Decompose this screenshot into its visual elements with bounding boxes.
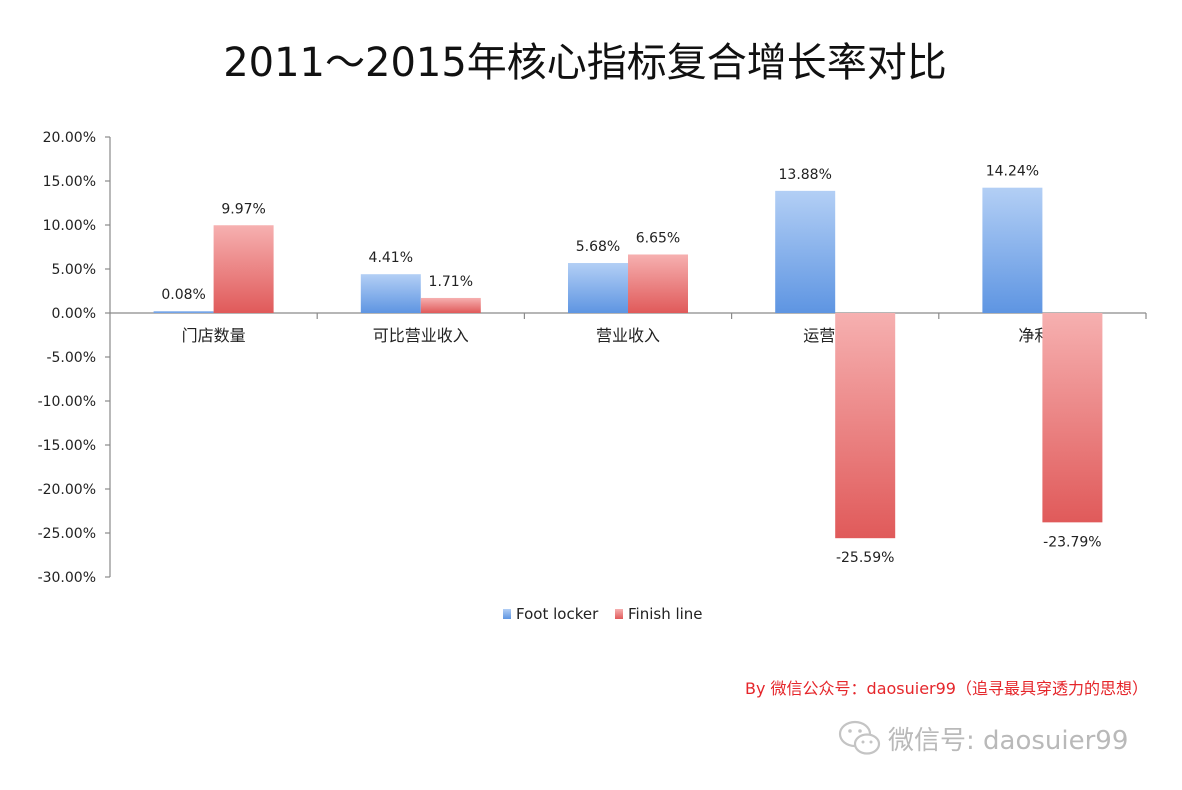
y-tick-label: -20.00% — [38, 482, 96, 498]
category-label: 可比营业收入 — [373, 326, 469, 345]
watermark-text: 微信号: daosuier99 — [888, 725, 1129, 756]
legend-swatch-finish-line — [615, 609, 623, 619]
chart-title: 2011～2015年核心指标复合增长率对比 — [223, 40, 947, 86]
bar-foot-locker — [568, 263, 628, 313]
bar-finish-line — [835, 313, 896, 539]
data-label: 5.68% — [576, 239, 620, 255]
data-label: -23.79% — [1043, 534, 1101, 550]
watermark: 微信号: daosuier99 — [838, 718, 1128, 758]
data-label: 4.41% — [369, 250, 413, 266]
legend-label-finish-line: Finish line — [628, 605, 703, 623]
plot-area: 20.00% 15.00% 10.00% 5.00% 0.00% -5.00% -10.00… — [38, 130, 1147, 623]
legend-label-foot-locker: Foot locker — [516, 605, 599, 623]
data-label: 6.65% — [636, 230, 680, 246]
category-label: 门店数量 — [182, 326, 246, 345]
bar-finish-line — [420, 297, 481, 313]
data-label: 9.97% — [221, 201, 265, 217]
category-label: 营业收入 — [596, 326, 660, 345]
y-tick-label: 0.00% — [52, 306, 96, 322]
y-tick-label: 20.00% — [43, 130, 96, 146]
bar-finish-line — [1042, 313, 1103, 523]
bar-foot-locker — [153, 311, 214, 313]
bar-foot-locker — [982, 187, 1043, 313]
data-label: -25.59% — [836, 550, 894, 566]
y-tick-label: -5.00% — [46, 350, 96, 366]
y-tick-label: -25.00% — [38, 526, 96, 542]
y-tick-label: 5.00% — [52, 262, 96, 278]
y-tick-label: -15.00% — [38, 438, 96, 454]
data-label: 14.24% — [986, 164, 1039, 180]
bar-foot-locker — [360, 274, 421, 313]
data-label: 1.71% — [429, 274, 473, 290]
y-tick-label: -10.00% — [38, 394, 96, 410]
y-tick-label: 10.00% — [43, 218, 96, 234]
credit-line: By 微信公众号：daosuier99（追寻最具穿透力的思想） — [745, 679, 1148, 698]
wechat-icon — [838, 720, 881, 755]
legend-swatch-foot-locker — [503, 609, 511, 619]
bar-finish-line — [213, 225, 274, 313]
bar-foot-locker — [775, 190, 836, 313]
data-label: 0.08% — [161, 287, 205, 303]
bar-finish-line — [628, 254, 688, 313]
data-label: 13.88% — [779, 167, 832, 183]
y-tick-label: -30.00% — [38, 570, 96, 586]
y-tick-label: 15.00% — [43, 174, 96, 190]
